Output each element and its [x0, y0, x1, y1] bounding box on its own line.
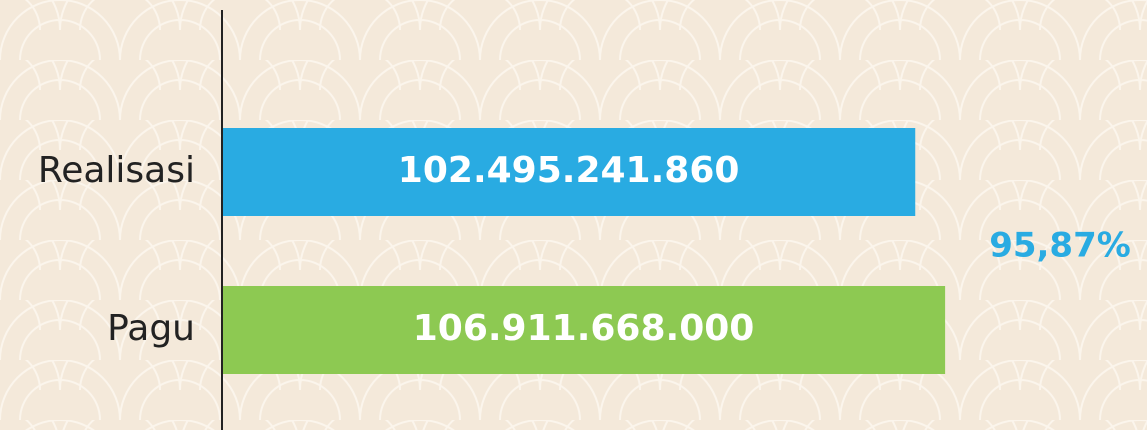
bar [222, 286, 946, 374]
bar [222, 128, 916, 216]
category-label: Realisasi [38, 150, 195, 191]
value-label: 102.495.241.860 [398, 150, 740, 191]
value-label: 106.911.668.000 [413, 308, 755, 349]
category-label: Pagu [107, 308, 195, 349]
annotation: 95,87% [989, 226, 1131, 266]
